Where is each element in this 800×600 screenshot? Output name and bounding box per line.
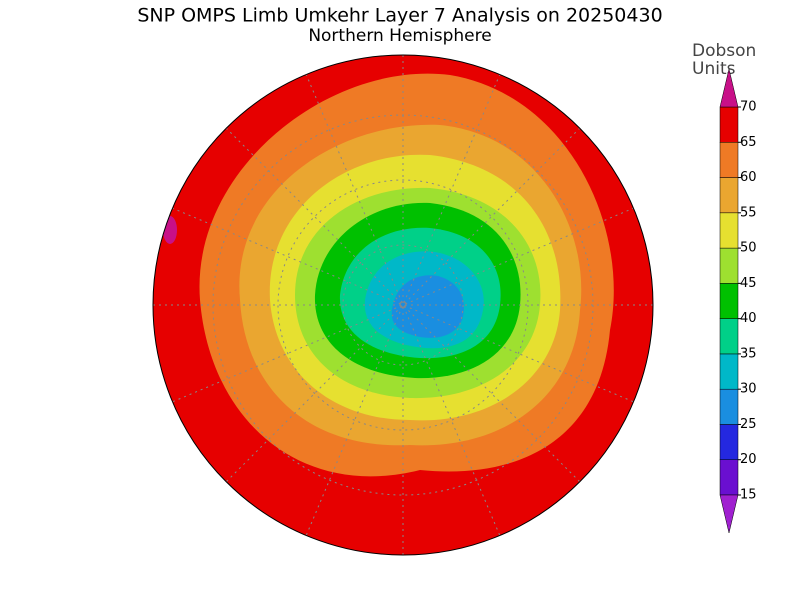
colorbar-segment [719,283,739,319]
subtitle: Northern Hemisphere [308,26,491,46]
colorbar-segment [719,177,739,214]
colorbar-segment [719,106,739,143]
colorbar-tick-label: 25 [740,417,757,432]
colorbar-segment [719,318,739,355]
colorbar-segment [719,459,739,496]
colorbar-segment [719,388,739,425]
colorbar-segment [719,212,739,249]
colorbar-tick-label: 70 [740,100,757,115]
map [153,55,653,555]
colorbar-over [719,68,739,108]
colorbar-tick-label: 60 [740,170,757,185]
colorbar-tick-label: 40 [740,311,757,326]
colorbar-tick-label: 65 [740,135,757,150]
colorbar-tick-label: 35 [740,346,757,361]
field [163,216,177,244]
colorbar-tick-label: 20 [740,452,757,467]
unit-label: Dobson [692,41,756,61]
colorbar-under [719,494,739,534]
colorbar-segment [719,424,739,460]
latitude-line [277,179,529,431]
colorbar: 15 20 25 30 35 40 45 50 55 60 65 70 [719,68,757,534]
colorbar-tick-label: 55 [740,205,757,220]
colorbar-tick-label: 50 [740,241,757,256]
latitude-line [342,244,464,366]
colorbar-tick-label: 15 [740,488,757,503]
colorbar-segment [719,142,739,178]
title: SNP OMPS Limb Umkehr Layer 7 Analysis on… [137,5,662,27]
colorbar-segment [719,247,739,284]
colorbar-segment [719,353,739,390]
unit-label: Units [692,59,736,79]
colorbar-tick-label: 45 [740,276,757,291]
colorbar-tick-label: 30 [740,382,757,397]
map-border [152,54,654,556]
field [391,275,464,338]
